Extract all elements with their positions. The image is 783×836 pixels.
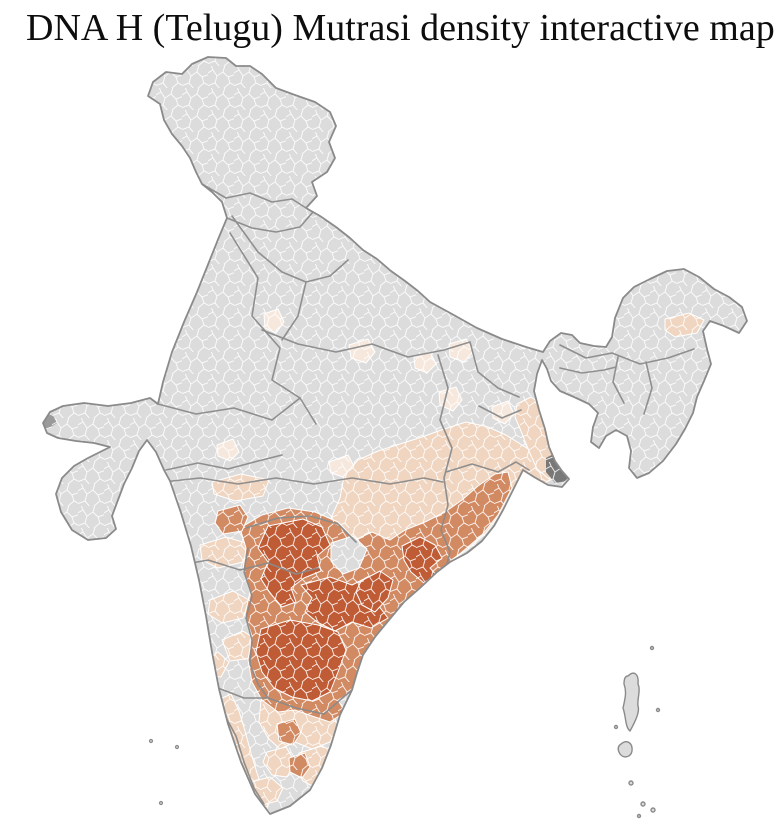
state-border-line xyxy=(559,344,695,415)
island[interactable] xyxy=(649,645,655,651)
andaman-nicobar-islands[interactable] xyxy=(613,645,661,819)
island[interactable] xyxy=(650,807,656,813)
state-borders xyxy=(157,183,695,805)
map-title: DNA H (Telugu) Mutrasi density interacti… xyxy=(26,7,775,49)
island[interactable] xyxy=(158,800,164,806)
lakshadweep-islands[interactable] xyxy=(148,738,180,806)
island[interactable] xyxy=(148,738,154,744)
district-region[interactable] xyxy=(328,748,350,772)
island[interactable] xyxy=(655,707,661,713)
state-border-line xyxy=(162,329,530,577)
island[interactable] xyxy=(174,744,180,750)
state-border-line xyxy=(175,515,357,805)
island[interactable] xyxy=(628,780,634,786)
island[interactable] xyxy=(622,672,640,732)
state-border-line xyxy=(157,183,349,425)
island[interactable] xyxy=(617,741,633,758)
island[interactable] xyxy=(636,813,642,819)
island[interactable] xyxy=(613,724,619,730)
island[interactable] xyxy=(640,801,646,807)
